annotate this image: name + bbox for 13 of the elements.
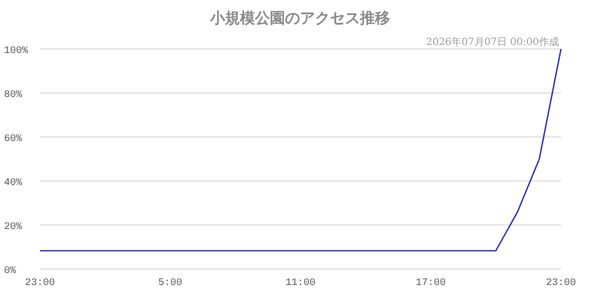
- y-tick-label: 40%: [4, 178, 22, 189]
- chart-title: 小規模公園のアクセス推移: [209, 9, 390, 27]
- x-tick-label: 5:00: [158, 278, 182, 289]
- y-tick-label: 0%: [4, 266, 16, 277]
- chart-subtitle: 2026年07月07日 00:00作成: [426, 36, 559, 48]
- x-tick-label: 17:00: [416, 278, 446, 289]
- y-tick-label: 20%: [4, 222, 22, 233]
- y-tick-label: 60%: [4, 134, 22, 145]
- x-tick-label: 23:00: [546, 278, 576, 289]
- y-tick-label: 100%: [4, 46, 28, 57]
- x-tick-label: 23:00: [24, 278, 56, 289]
- y-tick-label: 80%: [4, 90, 22, 101]
- x-tick-label: 11:00: [285, 278, 316, 289]
